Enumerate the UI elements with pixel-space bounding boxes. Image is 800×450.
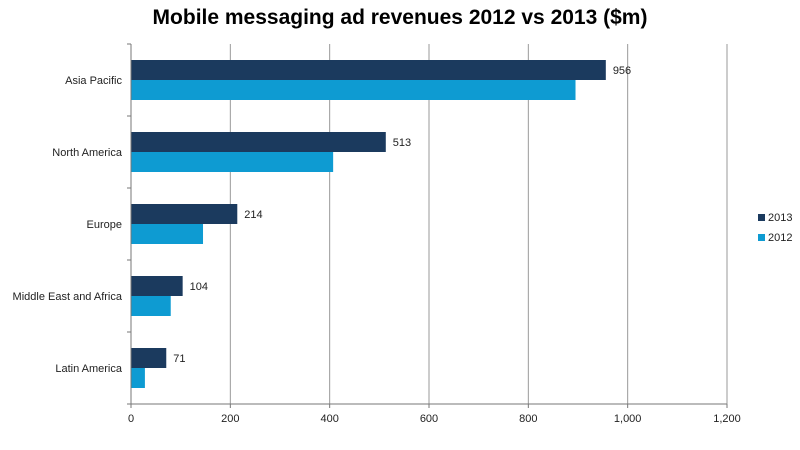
x-tick-label: 200 xyxy=(221,413,239,425)
labels: 0 200 400 600 800 1,000 1,200 Asia Pacific 956 No… xyxy=(13,65,741,425)
x-tick-label: 400 xyxy=(320,413,338,425)
bar-2013 xyxy=(131,348,167,368)
data-label: 104 xyxy=(190,281,208,293)
bar-2012 xyxy=(131,224,204,244)
bar-2013 xyxy=(131,60,606,80)
data-label: 214 xyxy=(244,209,262,221)
legend-label: 2013 xyxy=(768,212,792,224)
bar-2012 xyxy=(131,368,145,388)
x-tick-label: 800 xyxy=(519,413,537,425)
x-tick-label: 600 xyxy=(420,413,438,425)
legend-swatch xyxy=(758,234,765,241)
chart-title: Mobile messaging ad revenues 2012 vs 201… xyxy=(152,6,648,29)
x-tick-label: 0 xyxy=(128,413,134,425)
legend-swatch xyxy=(758,214,765,221)
category-label: Europe xyxy=(87,219,122,231)
data-label: 71 xyxy=(173,353,185,365)
category-label: North America xyxy=(52,147,123,159)
category-label: Latin America xyxy=(55,363,123,375)
x-tick-label: 1,000 xyxy=(614,413,642,425)
bar-2013 xyxy=(131,204,238,224)
data-label: 513 xyxy=(393,137,411,149)
bars xyxy=(131,60,606,388)
data-label: 956 xyxy=(613,65,631,77)
category-label: Asia Pacific xyxy=(65,75,122,87)
bar-2013 xyxy=(131,276,183,296)
legend: 2013 2012 xyxy=(758,212,792,244)
category-label: Middle East and Africa xyxy=(13,291,123,303)
bar-2012 xyxy=(131,152,334,172)
axes xyxy=(127,43,728,408)
x-tick-label: 1,200 xyxy=(713,413,741,425)
legend-label: 2012 xyxy=(768,232,792,244)
bar-2013 xyxy=(131,132,386,152)
bar-2012 xyxy=(131,296,171,316)
bar-2012 xyxy=(131,80,576,100)
